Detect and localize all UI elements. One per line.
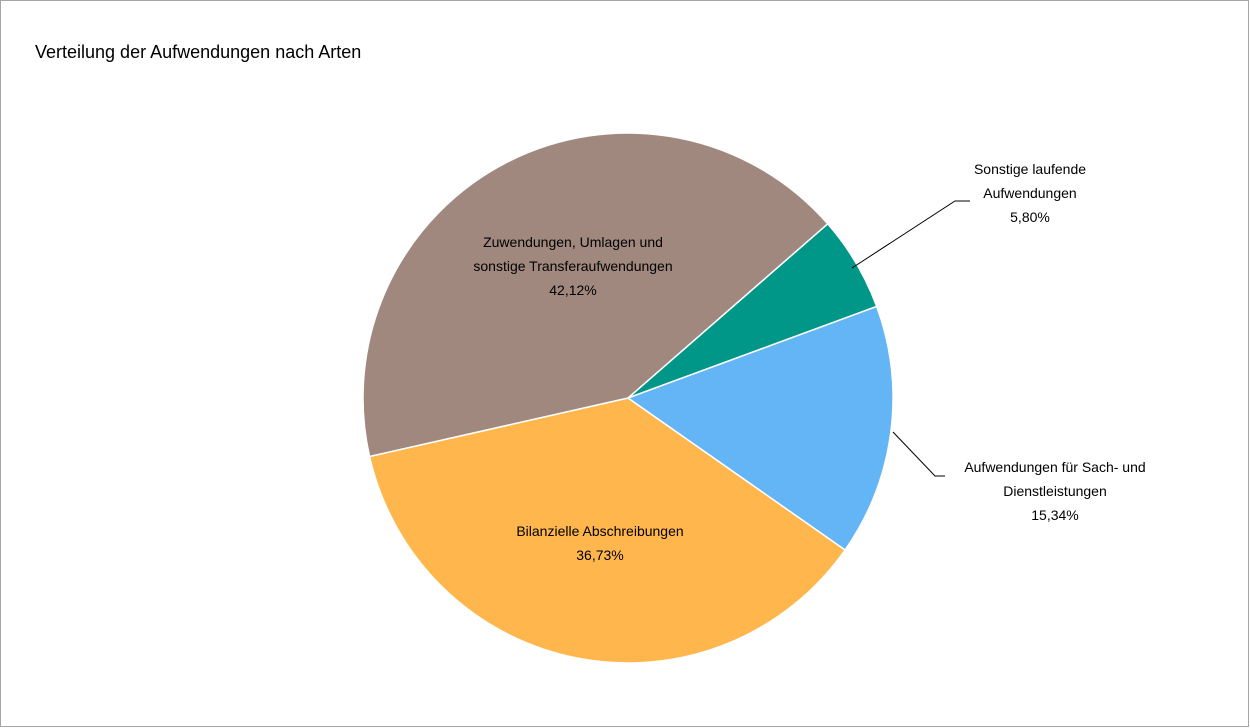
value-label: 15,34% xyxy=(1031,507,1079,523)
label-box: Zuwendungen, Umlagen und sonstige Transf… xyxy=(473,230,673,302)
value-label: 5,80% xyxy=(1010,209,1050,225)
category-label: Zuwendungen, Umlagen und sonstige Transf… xyxy=(473,234,673,274)
label-box: Bilanzielle Abschreibungen 36,73% xyxy=(490,519,710,567)
chart-title: Verteilung der Aufwendungen nach Arten xyxy=(35,42,361,62)
pie-slice xyxy=(362,132,829,458)
value-label: 36,73% xyxy=(576,547,624,563)
value-label: 42,12% xyxy=(549,282,597,298)
pie-slice xyxy=(368,397,847,664)
data-label: Sonstige laufende Aufwendungen 5,80% xyxy=(950,157,1110,229)
leader-line xyxy=(851,200,970,269)
category-label: Sonstige laufende Aufwendungen xyxy=(973,161,1087,201)
category-label: Bilanzielle Abschreibungen xyxy=(516,523,684,539)
category-label: Aufwendungen für Sach- und Dienstleistun… xyxy=(964,459,1146,499)
pie-slice xyxy=(626,305,894,552)
data-label: Zuwendungen, Umlagen und sonstige Transf… xyxy=(473,230,673,302)
pie xyxy=(362,132,894,664)
label-box: Sonstige laufende Aufwendungen 5,80% xyxy=(950,157,1110,229)
data-label: Bilanzielle Abschreibungen 36,73% xyxy=(490,519,710,567)
leader-line xyxy=(892,431,945,477)
label-box: Aufwendungen für Sach- und Dienstleistun… xyxy=(955,455,1155,527)
data-label: Aufwendungen für Sach- und Dienstleistun… xyxy=(955,455,1155,527)
